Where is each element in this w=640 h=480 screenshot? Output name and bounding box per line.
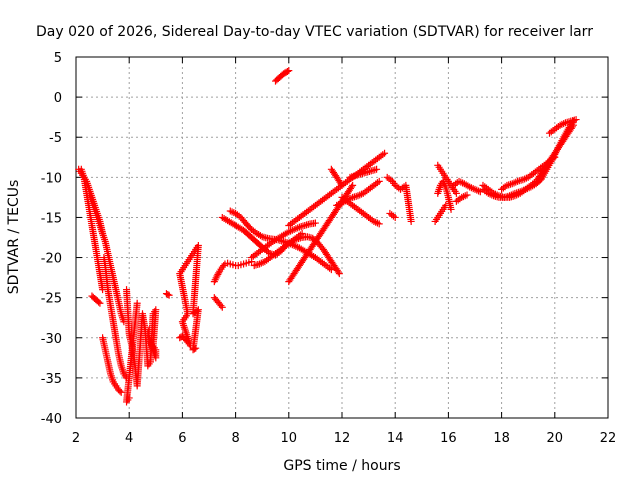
data-point-arc-m bbox=[283, 67, 291, 75]
data-point-arc-l bbox=[298, 229, 306, 237]
data-point-scatter-6 bbox=[192, 344, 200, 352]
data-point-arc-k bbox=[311, 219, 319, 227]
y-tick-label: -30 bbox=[41, 332, 62, 347]
data-point-arc-m bbox=[285, 67, 293, 75]
data-point-arc-j bbox=[334, 268, 342, 276]
data-point-arc-h bbox=[217, 302, 225, 310]
data-point-arc-n bbox=[348, 183, 356, 191]
data-point-arc-aa bbox=[572, 116, 580, 124]
x-axis-title: GPS time / hours bbox=[283, 458, 400, 474]
y-tick-label: -15 bbox=[41, 211, 62, 226]
x-tick-labels: 2 4 6 8 10 12 14 16 18 20 22 bbox=[72, 431, 616, 446]
data-point-arc-s bbox=[373, 165, 381, 173]
data-point-scatter-14 bbox=[407, 217, 415, 225]
data-point-scatter-14 bbox=[391, 213, 399, 221]
y-tick-label: -40 bbox=[41, 412, 62, 427]
x-tick-label: 12 bbox=[334, 431, 351, 446]
y-tick-label: -10 bbox=[41, 171, 62, 186]
data-point-arc-f bbox=[96, 299, 104, 307]
x-tick-label: 10 bbox=[281, 431, 298, 446]
y-tick-label: 5 bbox=[54, 51, 62, 66]
data-point-scatter-4-7 bbox=[165, 291, 173, 299]
data-point-scatter-4-7 bbox=[145, 326, 153, 334]
data-point-arc-n bbox=[349, 181, 357, 189]
y-tick-label: 0 bbox=[54, 91, 62, 106]
data-point-arc-r bbox=[375, 220, 383, 228]
data-point-arc-u bbox=[452, 189, 460, 197]
data-point-arc-i bbox=[327, 266, 335, 274]
chart-title: Day 020 of 2026, Sidereal Day-to-day VTE… bbox=[36, 24, 593, 40]
x-tick-label: 6 bbox=[178, 431, 186, 446]
data-point-scatter-4-7 bbox=[133, 299, 141, 307]
data-point-arc-g bbox=[220, 262, 228, 270]
y-tick-label: -5 bbox=[49, 131, 62, 146]
x-tick-label: 16 bbox=[440, 431, 457, 446]
data-point-arc-p bbox=[381, 149, 389, 157]
data-point-arc-f bbox=[95, 298, 103, 306]
data-point-scatter-4-7 bbox=[164, 290, 172, 298]
x-tick-label: 14 bbox=[387, 431, 404, 446]
data-point-arc-t bbox=[442, 201, 450, 209]
y-tick-labels: 5 0 -5 -10 -15 -20 -25 -30 -35 -40 bbox=[41, 51, 62, 427]
data-point-arc-j bbox=[335, 270, 343, 278]
data-point-arc-q bbox=[375, 177, 383, 185]
x-tick-label: 22 bbox=[600, 431, 617, 446]
x-tick-label: 8 bbox=[231, 431, 239, 446]
grid-lines bbox=[76, 57, 608, 418]
y-tick-label: -25 bbox=[41, 292, 62, 307]
y-tick-label: -20 bbox=[41, 252, 62, 267]
data-point-arc-h bbox=[218, 303, 226, 311]
data-point-arc-g bbox=[215, 269, 223, 277]
data-point-arc-z bbox=[551, 153, 559, 161]
y-axis-title: SDTVAR / TECUs bbox=[6, 180, 22, 295]
x-tick-label: 20 bbox=[547, 431, 564, 446]
data-points bbox=[75, 67, 580, 406]
y-tick-label: -35 bbox=[41, 372, 62, 387]
x-tick-label: 18 bbox=[493, 431, 510, 446]
data-point-arc-w bbox=[463, 191, 471, 199]
x-tick-label: 4 bbox=[125, 431, 133, 446]
x-tick-label: 2 bbox=[72, 431, 80, 446]
data-point-arc-e bbox=[116, 387, 124, 395]
data-point-scatter-6 bbox=[190, 345, 198, 353]
data-point-arc-e bbox=[117, 388, 125, 396]
data-point-arc-t bbox=[447, 205, 455, 213]
axis-ticks bbox=[75, 56, 609, 419]
